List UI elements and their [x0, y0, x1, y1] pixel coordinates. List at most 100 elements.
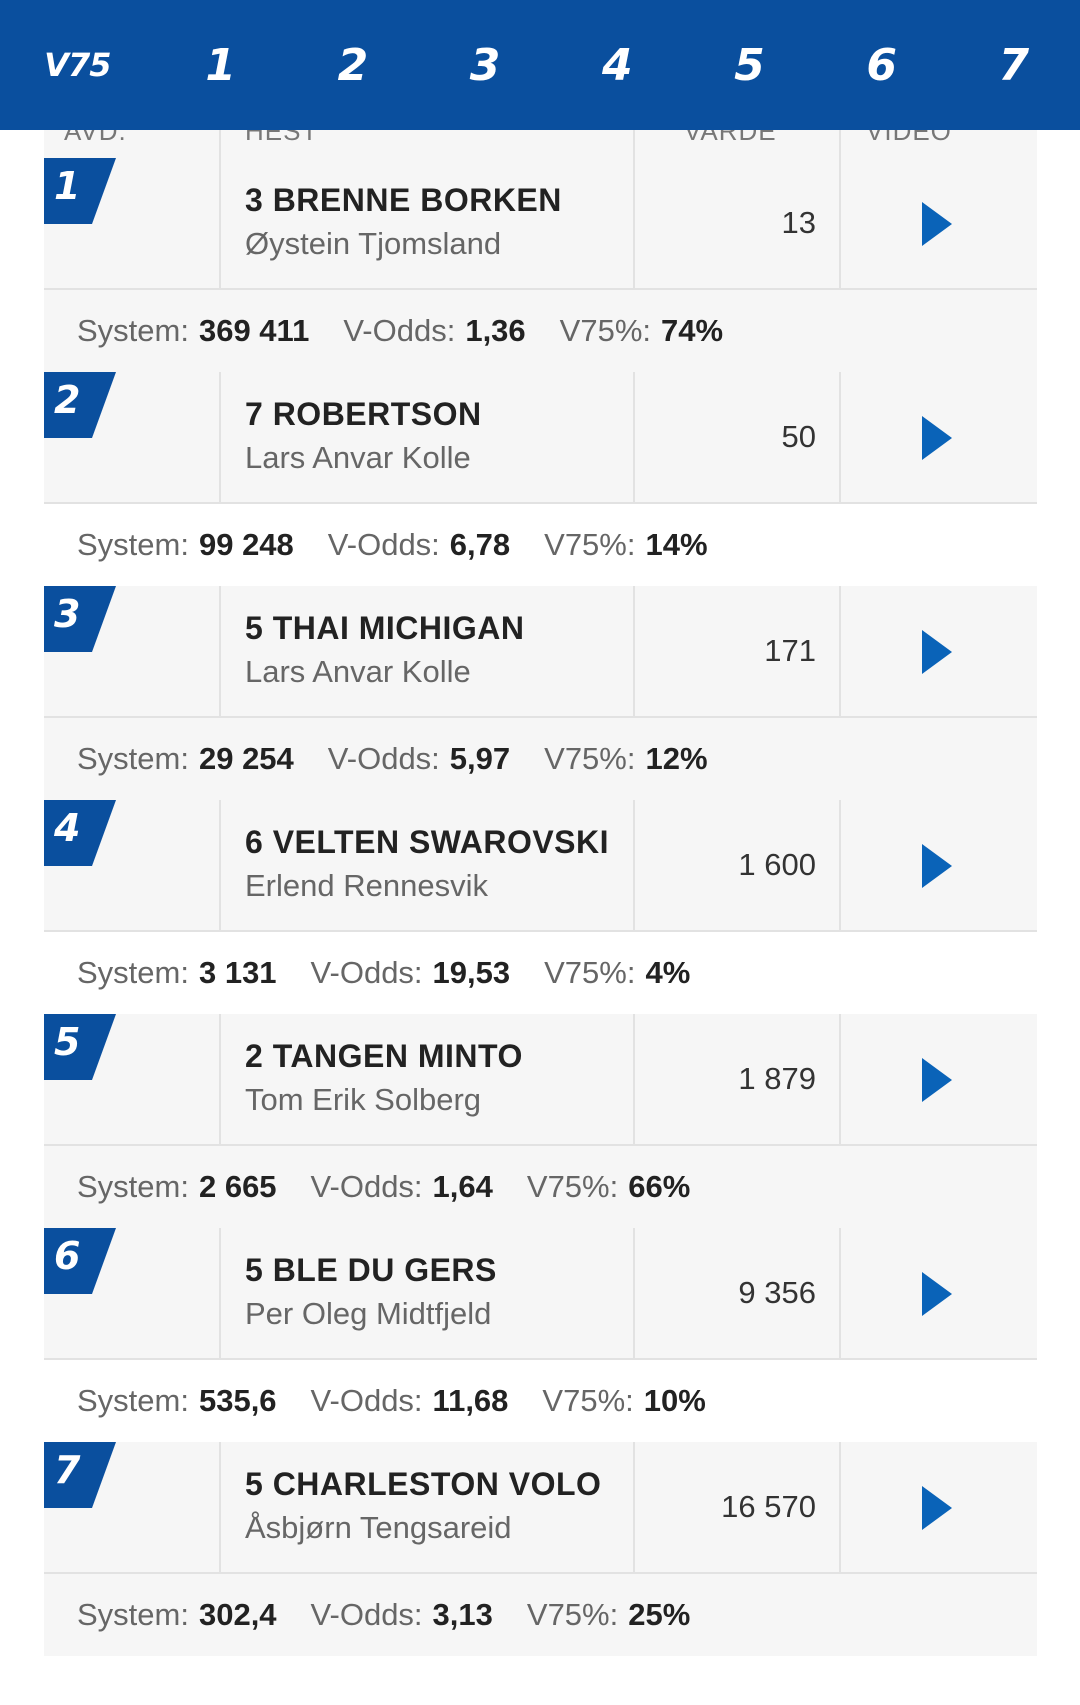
- v75pct-value: 25%: [628, 1597, 691, 1632]
- leg-number-badge: 5: [44, 1014, 116, 1080]
- cell-divider: [633, 1442, 635, 1572]
- cell-divider: [633, 1228, 635, 1358]
- table-row[interactable]: 5 2 TANGEN MINTO Tom Erik Solberg 1 879: [44, 1014, 1037, 1146]
- play-video-icon[interactable]: [922, 416, 952, 460]
- tab-leg-1[interactable]: 1: [205, 39, 237, 91]
- tab-leg-7[interactable]: 7: [998, 39, 1030, 91]
- vodds-label: V-Odds:: [310, 1169, 423, 1204]
- table-row[interactable]: 3 5 THAI MICHIGAN Lars Anvar Kolle 171: [44, 586, 1037, 718]
- leg-block-5: 5 2 TANGEN MINTO Tom Erik Solberg 1 879 …: [44, 1014, 1037, 1228]
- tab-leg-2[interactable]: 2: [337, 39, 369, 91]
- play-video-icon[interactable]: [922, 1272, 952, 1316]
- table-row[interactable]: 1 3 BRENNE BORKEN Øystein Tjomsland 13: [44, 158, 1037, 290]
- cell-divider: [219, 158, 221, 288]
- leg-block-1: 1 3 BRENNE BORKEN Øystein Tjomsland 13 S…: [44, 158, 1037, 372]
- table-row[interactable]: 7 5 CHARLESTON VOLO Åsbjørn Tengsareid 1…: [44, 1442, 1037, 1574]
- tab-leg-4[interactable]: 4: [601, 39, 633, 91]
- v75pct-label: V75%:: [526, 1169, 619, 1204]
- tab-leg-5[interactable]: 5: [734, 39, 765, 91]
- leg-number: 4: [54, 806, 81, 850]
- leg-number-badge: 1: [44, 158, 116, 224]
- cell-divider: [633, 800, 635, 930]
- cell-divider: [633, 372, 635, 502]
- stats-row: System: 302,4 V-Odds: 3,13 V75%: 25%: [44, 1574, 1037, 1656]
- system-label: System:: [77, 1597, 189, 1632]
- vodds-label: V-Odds:: [310, 1597, 423, 1632]
- v75pct-label: V75%:: [544, 741, 636, 776]
- horse-name: 3 BRENNE BORKEN: [245, 182, 562, 218]
- horse-name: 2 TANGEN MINTO: [245, 1038, 523, 1074]
- vodds-value: 5,97: [449, 741, 511, 776]
- top-nav: V75 1 2 3 4 5 6 7: [0, 0, 1080, 130]
- cell-divider: [633, 586, 635, 716]
- leg-number: 5: [54, 1020, 81, 1064]
- v75pct-value: 12%: [645, 741, 708, 776]
- play-video-icon[interactable]: [922, 1058, 952, 1102]
- badge-shape-icon: [44, 1014, 116, 1080]
- horse-name: 7 ROBERTSON: [245, 396, 482, 432]
- badge-shape-icon: [44, 800, 116, 866]
- tab-leg-3[interactable]: 3: [469, 39, 501, 91]
- leg-number-badge: 4: [44, 800, 116, 866]
- tab-v75[interactable]: V75: [44, 46, 111, 84]
- horse-name: 5 BLE DU GERS: [245, 1252, 497, 1288]
- tab-leg-6[interactable]: 6: [866, 39, 897, 91]
- system-label: System:: [77, 1169, 189, 1204]
- play-video-icon[interactable]: [922, 202, 952, 246]
- cell-divider: [839, 1442, 841, 1572]
- cell-divider: [839, 1228, 841, 1358]
- value-amount: 1 600: [738, 847, 816, 882]
- system-value: 302,4: [198, 1597, 277, 1632]
- v75pct-label: V75%:: [544, 955, 636, 990]
- play-video-icon[interactable]: [922, 1486, 952, 1530]
- vodds-value: 6,78: [449, 527, 511, 562]
- stats-row: System: 29 254 V-Odds: 5,97 V75%: 12%: [44, 718, 1037, 800]
- leg-number: 7: [54, 1448, 81, 1492]
- cell-divider: [219, 1014, 221, 1144]
- system-label: System:: [77, 955, 189, 990]
- system-label: System:: [77, 741, 189, 776]
- cell-divider: [839, 372, 841, 502]
- cell-divider: [219, 1228, 221, 1358]
- stats-row: System: 535,6 V-Odds: 11,68 V75%: 10%: [44, 1360, 1037, 1442]
- column-divider: [633, 130, 635, 158]
- play-video-icon[interactable]: [922, 844, 952, 888]
- cell-divider: [839, 586, 841, 716]
- driver-name: Erlend Rennesvik: [245, 868, 488, 903]
- v75pct-value: 4%: [645, 955, 691, 990]
- leg-block-6: 6 5 BLE DU GERS Per Oleg Midtfjeld 9 356…: [44, 1228, 1037, 1442]
- table-row[interactable]: 2 7 ROBERTSON Lars Anvar Kolle 50: [44, 372, 1037, 504]
- cell-divider: [839, 158, 841, 288]
- vodds-label: V-Odds:: [327, 741, 440, 776]
- v75pct-value: 66%: [628, 1169, 691, 1204]
- vodds-label: V-Odds:: [310, 1383, 423, 1418]
- v75pct-value: 74%: [661, 313, 724, 348]
- column-header-value: VARDE: [684, 130, 777, 146]
- cell-divider: [219, 800, 221, 930]
- table-row[interactable]: 6 5 BLE DU GERS Per Oleg Midtfjeld 9 356: [44, 1228, 1037, 1360]
- driver-name: Lars Anvar Kolle: [245, 440, 471, 475]
- horse-name: 5 THAI MICHIGAN: [245, 610, 525, 646]
- cell-divider: [839, 800, 841, 930]
- vodds-value: 19,53: [432, 955, 511, 990]
- leg-number-badge: 6: [44, 1228, 116, 1294]
- system-label: System:: [77, 313, 189, 348]
- driver-name: Øystein Tjomsland: [245, 226, 502, 261]
- leg-number-badge: 3: [44, 586, 116, 652]
- stats-row: System: 3 131 V-Odds: 19,53 V75%: 4%: [44, 932, 1037, 1014]
- driver-name: Per Oleg Midtfjeld: [245, 1296, 492, 1331]
- badge-shape-icon: [44, 1442, 116, 1508]
- leg-number: 2: [54, 378, 81, 422]
- v75pct-label: V75%:: [544, 527, 636, 562]
- cell-divider: [839, 1014, 841, 1144]
- play-video-icon[interactable]: [922, 630, 952, 674]
- badge-shape-icon: [44, 158, 116, 224]
- driver-name: Lars Anvar Kolle: [245, 654, 471, 689]
- stats-row: System: 2 665 V-Odds: 1,64 V75%: 66%: [44, 1146, 1037, 1228]
- badge-shape-icon: [44, 1228, 116, 1294]
- column-divider: [839, 130, 841, 158]
- results-list: 1 3 BRENNE BORKEN Øystein Tjomsland 13 S…: [44, 158, 1037, 1656]
- table-row[interactable]: 4 6 VELTEN SWAROVSKI Erlend Rennesvik 1 …: [44, 800, 1037, 932]
- column-divider: [219, 130, 221, 158]
- value-amount: 1 879: [738, 1061, 816, 1096]
